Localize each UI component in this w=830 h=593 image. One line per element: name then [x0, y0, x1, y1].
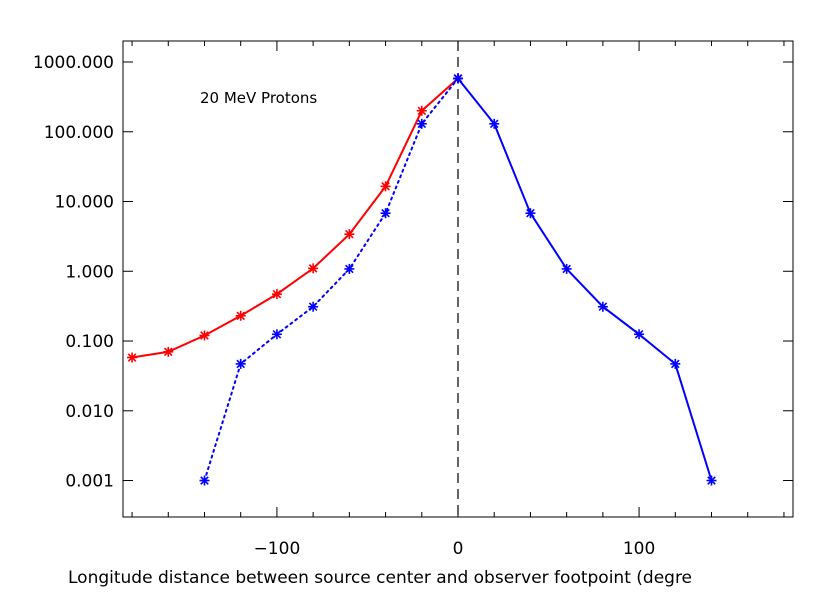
annotation-label: 20 MeV Protons [200, 89, 317, 107]
data-point [271, 289, 282, 300]
data-point [416, 105, 427, 116]
data-point [235, 310, 246, 321]
data-point [163, 346, 174, 357]
y-tick-label: 1000.000 [33, 53, 114, 73]
x-tick-label: 100 [623, 539, 655, 559]
marker-stroke [272, 289, 282, 299]
y-tick-label: 0.001 [65, 472, 114, 492]
data-point [416, 118, 427, 129]
x-axis-title: Longitude distance between source center… [68, 568, 692, 588]
data-point [525, 208, 536, 219]
data-point [235, 358, 246, 369]
data-point [380, 208, 391, 219]
data-point [127, 352, 138, 363]
marker-stroke [236, 311, 246, 321]
series-layer [127, 73, 717, 486]
series-1 [199, 73, 463, 486]
data-point [706, 475, 717, 486]
marker-stroke [163, 347, 173, 357]
marker-stroke [417, 106, 427, 116]
marker-stroke [453, 74, 463, 83]
series-line [131, 77, 459, 359]
data-point [489, 118, 500, 129]
marker-stroke [200, 476, 209, 485]
marker-stroke [127, 353, 137, 362]
data-point [344, 229, 355, 240]
marker-stroke [236, 359, 246, 369]
marker-stroke [707, 476, 716, 485]
marker-stroke [489, 119, 499, 129]
data-point [634, 329, 645, 340]
data-point [380, 181, 391, 192]
marker-stroke [417, 119, 427, 129]
marker-stroke [381, 182, 390, 191]
marker-stroke [562, 264, 571, 274]
y-tick-labels: 0.001 0.010 0.100 1.000 10.000 100.000 1000.00… [33, 53, 114, 492]
data-point [271, 329, 282, 340]
marker-stroke [272, 329, 282, 339]
data-point [308, 263, 319, 274]
x-tick-labels: −100 0 100 [254, 539, 656, 559]
marker-stroke [345, 264, 354, 274]
y-tick-label: 0.010 [65, 402, 114, 422]
x-tick-label: −100 [254, 539, 301, 559]
marker-stroke [526, 208, 535, 218]
data-point [344, 263, 355, 274]
y-tick-label: 0.100 [65, 332, 114, 352]
marker-stroke [598, 302, 608, 312]
marker-stroke [634, 329, 644, 339]
marker-stroke [381, 208, 390, 218]
y-tick-label: 1.000 [65, 262, 114, 282]
marker-stroke [308, 302, 318, 312]
data-point [597, 301, 608, 312]
data-point [453, 73, 463, 84]
series-2 [453, 73, 717, 486]
data-point [199, 330, 210, 341]
marker-stroke [308, 264, 318, 273]
axis-ticks [123, 41, 793, 517]
y-tick-label: 10.000 [55, 193, 114, 213]
series-line [457, 77, 713, 481]
data-point [561, 263, 572, 274]
data-point [670, 358, 681, 369]
data-point [199, 475, 210, 486]
series-0 [127, 73, 463, 363]
data-point [308, 301, 319, 312]
x-tick-label: 0 [453, 539, 464, 559]
y-tick-label: 100.000 [44, 123, 114, 143]
marker-stroke [200, 331, 209, 340]
series-line [203, 77, 459, 482]
marker-stroke [670, 359, 680, 369]
marker-stroke [345, 229, 354, 239]
